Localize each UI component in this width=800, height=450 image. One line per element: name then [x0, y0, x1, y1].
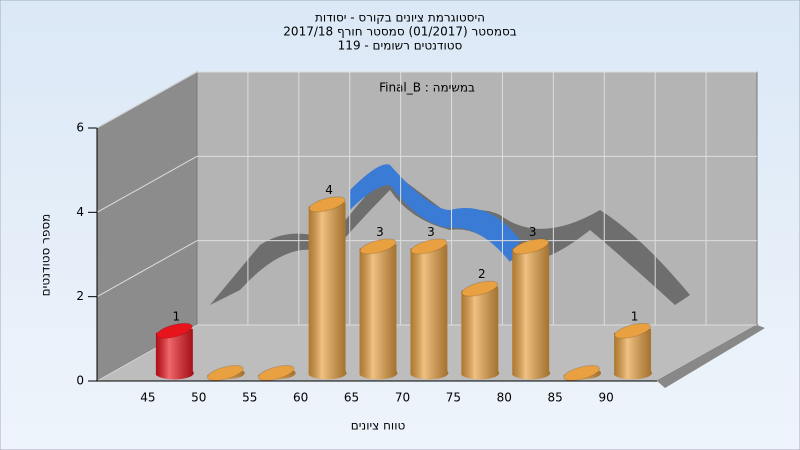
- x-tick-label: 80: [497, 391, 512, 405]
- bar: [359, 238, 398, 380]
- grid-line: [96, 71, 198, 129]
- grid-line: [96, 155, 198, 213]
- bar-shade: [155, 328, 194, 380]
- x-tick-label: 55: [242, 391, 257, 405]
- bar-shade: [512, 244, 551, 380]
- data-label: 3: [529, 225, 537, 239]
- title-line: 119 - סטודנטים רשומים: [338, 39, 463, 53]
- bar-top: [410, 238, 448, 255]
- bar: [155, 322, 194, 380]
- bar-shade: [308, 202, 347, 380]
- x-tick-label: 70: [395, 391, 410, 405]
- bar-shade: [410, 244, 449, 380]
- bar-top: [206, 364, 244, 382]
- bar: [563, 364, 602, 382]
- y-tick-label: 0: [76, 374, 84, 388]
- bar-top: [614, 322, 651, 339]
- bar: [308, 196, 347, 380]
- bar-top: [359, 238, 397, 255]
- data-label: 1: [631, 309, 639, 323]
- title-line: בסמסטר (01/2017) סמסטר חורף 2017/18: [283, 25, 516, 39]
- bar-top: [308, 196, 346, 213]
- x-tick-label: 90: [598, 391, 613, 405]
- bar-top: [563, 364, 601, 382]
- floor-edge: [657, 325, 765, 388]
- bar: [512, 238, 551, 380]
- bar: [614, 322, 652, 380]
- title-line: היסטוגרמת ציונים בקורס - יסודות: [315, 11, 485, 25]
- bar-top: [461, 280, 499, 297]
- distribution-curve: [210, 170, 690, 305]
- bar: [257, 364, 296, 382]
- bar-top: [257, 364, 295, 382]
- bar-shade: [461, 286, 500, 380]
- x-tick-label: 85: [548, 391, 563, 405]
- grid-line: [96, 240, 198, 298]
- distribution-curve-highlight: [350, 164, 520, 262]
- x-tick-label: 65: [344, 391, 359, 405]
- annotation: Final_B : במשימה: [379, 81, 475, 95]
- bar-shade: [614, 328, 652, 380]
- bar-shade: [359, 244, 398, 380]
- bar: [206, 364, 245, 382]
- y-tick-label: 2: [76, 289, 84, 303]
- data-label: 3: [427, 225, 435, 239]
- x-tick-label: 75: [446, 391, 461, 405]
- x-tick-label: 45: [140, 391, 155, 405]
- data-label: 3: [376, 225, 384, 239]
- x-axis-label: טווח ציונים: [351, 419, 406, 433]
- x-tick-label: 50: [191, 391, 206, 405]
- y-tick-label: 4: [76, 205, 84, 219]
- y-axis-label: מספר סטודנטים: [39, 214, 53, 297]
- x-tick-label: 60: [293, 391, 308, 405]
- data-label: 4: [325, 183, 333, 197]
- data-label: 1: [173, 309, 181, 323]
- bar: [461, 280, 500, 380]
- bar-top: [155, 322, 193, 339]
- data-label: 2: [478, 267, 486, 281]
- bar: [410, 238, 449, 380]
- y-tick-label: 6: [76, 121, 84, 135]
- bar-top: [512, 238, 550, 255]
